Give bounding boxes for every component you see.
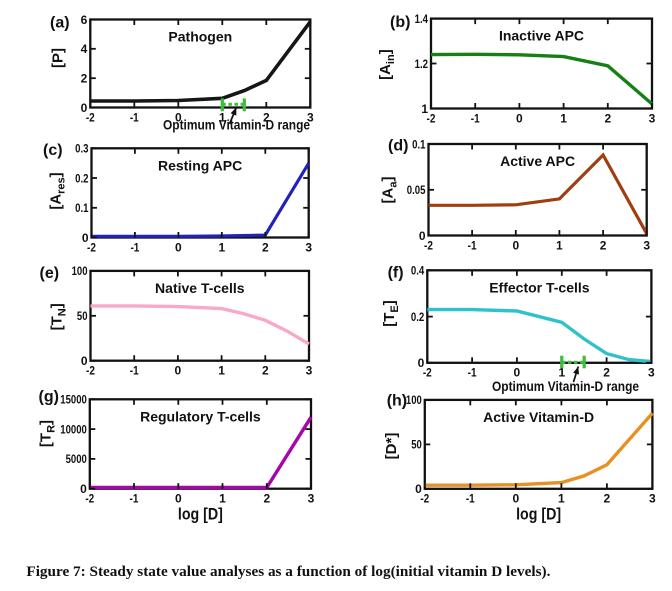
svg-text:0: 0 [419,229,426,243]
svg-text:(a): (a) [50,14,70,31]
svg-text:1.4: 1.4 [415,12,429,26]
svg-text:5000: 5000 [66,452,87,466]
svg-text:0.2: 0.2 [411,310,425,324]
svg-text:1: 1 [219,492,226,506]
svg-text:-2: -2 [87,240,96,254]
svg-text:-2: -2 [427,111,436,125]
svg-text:-1: -1 [468,366,477,380]
svg-text:3: 3 [649,492,656,506]
svg-text:Active Vitamin-D: Active Vitamin-D [483,409,594,425]
svg-text:0.1: 0.1 [412,137,426,151]
svg-text:Native T-cells: Native T-cells [155,280,245,296]
svg-text:1: 1 [218,364,225,378]
svg-text:-2: -2 [423,366,432,380]
svg-text:4: 4 [81,42,88,56]
svg-text:(d): (d) [388,138,408,155]
svg-text:-1: -1 [130,240,139,254]
svg-text:3: 3 [306,364,313,378]
svg-text:1: 1 [558,366,565,380]
svg-text:Effector T-cells: Effector T-cells [489,279,590,295]
svg-text:50: 50 [411,438,422,452]
svg-text:-1: -1 [130,110,139,124]
svg-text:-1: -1 [130,492,139,506]
svg-text:(h): (h) [387,393,407,410]
svg-text:2: 2 [603,366,610,380]
svg-text:100: 100 [72,264,88,278]
svg-text:2: 2 [604,492,611,506]
svg-text:3: 3 [305,240,312,254]
svg-text:0: 0 [415,482,422,496]
svg-text:0: 0 [175,110,182,124]
svg-text:1: 1 [421,102,428,116]
svg-text:Pathogen: Pathogen [168,29,232,45]
svg-text:(e): (e) [40,265,60,282]
svg-text:3: 3 [643,238,650,252]
svg-text:6: 6 [81,13,88,27]
svg-text:2: 2 [262,364,269,378]
svg-text:Optimum Vitamin-D range: Optimum Vitamin-D range [492,379,639,394]
svg-text:[P]: [P] [50,48,67,68]
svg-text:1: 1 [218,240,225,254]
svg-text:0: 0 [512,238,519,252]
svg-text:Resting APC: Resting APC [158,157,242,173]
svg-text:2: 2 [263,110,270,124]
svg-text:1: 1 [560,111,567,125]
svg-text:10000: 10000 [60,422,87,436]
svg-text:0.4: 0.4 [411,264,425,278]
svg-text:-1: -1 [468,238,477,252]
svg-text:log [D]: log [D] [178,504,223,523]
svg-text:(g): (g) [39,389,59,406]
svg-text:0: 0 [80,482,87,496]
svg-text:-1: -1 [466,492,475,506]
svg-text:2: 2 [263,492,270,506]
svg-text:-2: -2 [86,364,95,378]
svg-text:3: 3 [649,111,656,125]
svg-text:-1: -1 [130,364,139,378]
svg-text:Figure 7: Steady state value a: Figure 7: Steady state value analyses as… [26,564,550,580]
svg-text:-2: -2 [86,110,95,124]
svg-text:Active APC: Active APC [500,153,575,169]
svg-text:(c): (c) [43,142,63,159]
svg-text:0.05: 0.05 [407,183,426,197]
svg-text:3: 3 [307,110,314,124]
svg-text:0: 0 [512,492,519,506]
svg-text:100: 100 [406,393,422,407]
svg-text:3: 3 [308,492,315,506]
svg-text:2: 2 [600,238,607,252]
svg-text:0: 0 [418,356,425,370]
svg-text:2: 2 [262,240,269,254]
svg-text:0: 0 [81,354,88,368]
svg-text:Inactive APC: Inactive APC [499,28,584,44]
svg-text:Regulatory T-cells: Regulatory T-cells [140,408,261,424]
svg-text:-2: -2 [420,492,429,506]
svg-text:-1: -1 [471,111,480,125]
svg-text:50: 50 [77,309,88,323]
svg-text:1.2: 1.2 [415,57,429,71]
svg-text:Optimum Vitamin-D range: Optimum Vitamin-D range [163,118,310,133]
svg-text:-2: -2 [424,238,433,252]
svg-text:0.1: 0.1 [75,201,89,215]
svg-text:0: 0 [81,101,88,115]
svg-text:0.3: 0.3 [75,142,89,156]
svg-text:2: 2 [81,72,88,86]
svg-text:(f): (f) [388,265,404,282]
svg-text:1: 1 [558,492,565,506]
svg-text:-2: -2 [85,492,94,506]
svg-text:(b): (b) [390,14,410,31]
svg-text:0.2: 0.2 [75,171,89,185]
svg-text:0: 0 [175,240,182,254]
svg-text:3: 3 [648,366,655,380]
svg-text:0: 0 [175,492,182,506]
svg-text:1: 1 [556,238,563,252]
svg-text:0: 0 [514,366,521,380]
svg-text:0: 0 [516,111,523,125]
svg-text:0: 0 [175,364,182,378]
svg-text:0: 0 [82,231,89,245]
svg-text:log [D]: log [D] [516,505,561,524]
svg-text:[D*]: [D*] [383,433,400,460]
svg-text:15000: 15000 [60,393,87,407]
svg-text:2: 2 [604,111,611,125]
svg-text:1: 1 [219,110,226,124]
